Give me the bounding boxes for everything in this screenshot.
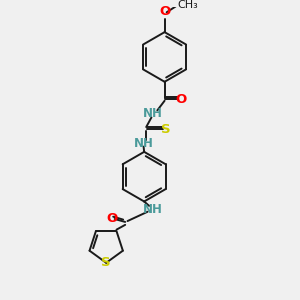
Text: S: S: [161, 123, 171, 136]
Text: O: O: [159, 4, 170, 17]
Text: CH₃: CH₃: [178, 0, 199, 10]
Text: NH: NH: [143, 203, 163, 216]
Text: O: O: [175, 93, 186, 106]
Text: S: S: [101, 256, 111, 269]
Text: NH: NH: [143, 107, 163, 120]
Text: O: O: [106, 212, 118, 225]
Text: NH: NH: [134, 136, 154, 150]
